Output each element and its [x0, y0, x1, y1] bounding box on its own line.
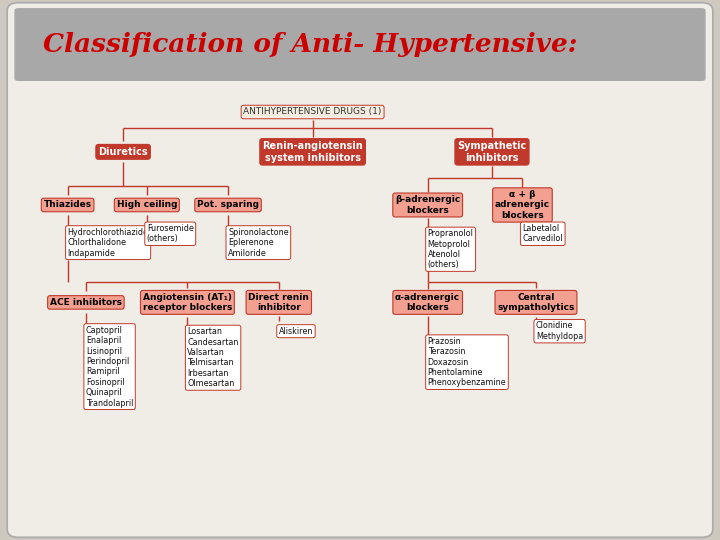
Text: Labetalol
Carvedilol: Labetalol Carvedilol [523, 224, 563, 244]
Text: Clonidine
Methyldopa: Clonidine Methyldopa [536, 321, 583, 341]
Text: Prazosin
Terazosin
Doxazosin
Phentolamine
Phenoxybenzamine: Prazosin Terazosin Doxazosin Phentolamin… [428, 337, 506, 388]
Text: Angiotensin (AT₁)
receptor blockers: Angiotensin (AT₁) receptor blockers [143, 293, 232, 312]
Text: Renin-angiotensin
system inhibitors: Renin-angiotensin system inhibitors [262, 141, 363, 163]
Text: High ceiling: High ceiling [117, 200, 177, 210]
Text: ANTIHYPERTENSIVE DRUGS (1): ANTIHYPERTENSIVE DRUGS (1) [243, 107, 382, 117]
Text: Diuretics: Diuretics [99, 147, 148, 157]
Text: Sympathetic
inhibitors: Sympathetic inhibitors [457, 141, 526, 163]
Text: Direct renin
inhibitor: Direct renin inhibitor [248, 293, 309, 312]
Text: Hydrochlorothiazide
Chlorthalidone
Indapamide: Hydrochlorothiazide Chlorthalidone Indap… [68, 228, 148, 258]
Text: Captopril
Enalapril
Lisinopril
Perindopril
Ramipril
Fosinopril
Quinapril
Trandol: Captopril Enalapril Lisinopril Perindopr… [86, 326, 133, 408]
Text: ACE inhibitors: ACE inhibitors [50, 298, 122, 307]
Text: Pot. sparing: Pot. sparing [197, 200, 259, 210]
Text: Aliskiren: Aliskiren [279, 327, 313, 336]
Text: Classification of Anti- Hypertensive:: Classification of Anti- Hypertensive: [43, 32, 577, 57]
Text: Losartan
Candesartan
Valsartan
Telmisartan
Irbesartan
Olmesartan: Losartan Candesartan Valsartan Telmisart… [187, 327, 239, 388]
Text: β-adrenergic
blockers: β-adrenergic blockers [395, 195, 460, 215]
Text: Central
sympatholytics: Central sympatholytics [498, 293, 575, 312]
Text: Spironolactone
Eplerenone
Amiloride: Spironolactone Eplerenone Amiloride [228, 228, 289, 258]
Text: Furosemide
(others): Furosemide (others) [147, 224, 194, 244]
Text: α + β
adrenergic
blockers: α + β adrenergic blockers [495, 190, 550, 220]
Text: α-adrenergic
blockers: α-adrenergic blockers [395, 293, 460, 312]
Text: Propranolol
Metoprolol
Atenolol
(others): Propranolol Metoprolol Atenolol (others) [428, 229, 474, 269]
Text: Thiazides: Thiazides [43, 200, 91, 210]
